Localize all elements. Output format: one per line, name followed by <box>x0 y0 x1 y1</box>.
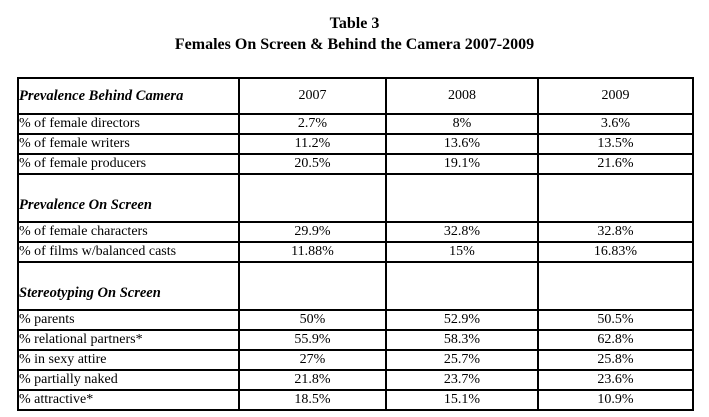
value-cell-2009: 62.8% <box>537 329 694 351</box>
value-cell-2009: 13.5% <box>537 133 694 155</box>
row-label-cell: % parents <box>17 309 240 331</box>
value-cell-2009: 25.8% <box>537 349 694 371</box>
value-cell-2008: 15% <box>385 241 539 263</box>
empty-cell <box>238 173 387 223</box>
value-cell-2007: 18.5% <box>238 389 387 411</box>
value-cell-2009: 16.83% <box>537 241 694 263</box>
value-cell-2007: 11.2% <box>238 133 387 155</box>
row-label-cell: % of female producers <box>17 153 240 175</box>
header-year-2007: 2007 <box>238 77 387 115</box>
table-title-line2: Females On Screen & Behind the Camera 20… <box>174 36 535 53</box>
header-label-cell: Prevalence Behind Camera <box>17 77 240 115</box>
table-header-row: Prevalence Behind Camera 2007 2008 2009 <box>17 77 694 115</box>
value-cell-2007: 55.9% <box>238 329 387 351</box>
section-row-stereotyping-on-screen: Stereotyping On Screen <box>17 261 694 311</box>
row-label-cell: % partially naked <box>17 369 240 391</box>
row-label-cell: % of female writers <box>17 133 240 155</box>
value-cell-2009: 23.6% <box>537 369 694 391</box>
table-title-line1: Table 3 <box>329 15 380 32</box>
table-row-female-writers: % of female writers 11.2% 13.6% 13.5% <box>17 133 694 155</box>
value-cell-2007: 21.8% <box>238 369 387 391</box>
value-cell-2007: 20.5% <box>238 153 387 175</box>
empty-cell <box>385 173 539 223</box>
value-cell-2008: 52.9% <box>385 309 539 331</box>
value-cell-2008: 25.7% <box>385 349 539 371</box>
section-label-cell: Prevalence On Screen <box>17 173 240 223</box>
table-row-parents: % parents 50% 52.9% 50.5% <box>17 309 694 331</box>
empty-cell <box>385 261 539 311</box>
value-cell-2008: 13.6% <box>385 133 539 155</box>
table-row-relational-partners: % relational partners* 55.9% 58.3% 62.8% <box>17 329 694 351</box>
value-cell-2008: 23.7% <box>385 369 539 391</box>
row-label-cell: % in sexy attire <box>17 349 240 371</box>
value-cell-2009: 3.6% <box>537 113 694 135</box>
table-row-female-characters: % of female characters 29.9% 32.8% 32.8% <box>17 221 694 243</box>
value-cell-2009: 10.9% <box>537 389 694 411</box>
table-row-female-producers: % of female producers 20.5% 19.1% 21.6% <box>17 153 694 175</box>
value-cell-2008: 32.8% <box>385 221 539 243</box>
empty-cell <box>238 261 387 311</box>
row-label-cell: % of female characters <box>17 221 240 243</box>
value-cell-2008: 58.3% <box>385 329 539 351</box>
value-cell-2007: 29.9% <box>238 221 387 243</box>
value-cell-2009: 21.6% <box>537 153 694 175</box>
value-cell-2008: 15.1% <box>385 389 539 411</box>
row-label-cell: % attractive* <box>17 389 240 411</box>
value-cell-2007: 2.7% <box>238 113 387 135</box>
females-statistics-table: Prevalence Behind Camera 2007 2008 2009 … <box>17 77 694 411</box>
empty-cell <box>537 261 694 311</box>
value-cell-2007: 27% <box>238 349 387 371</box>
empty-cell <box>537 173 694 223</box>
value-cell-2008: 19.1% <box>385 153 539 175</box>
row-label-cell: % of female directors <box>17 113 240 135</box>
value-cell-2008: 8% <box>385 113 539 135</box>
value-cell-2007: 50% <box>238 309 387 331</box>
header-year-2008: 2008 <box>385 77 539 115</box>
header-year-2009: 2009 <box>537 77 694 115</box>
table-title: Table 3 Females On Screen & Behind the C… <box>0 0 709 55</box>
row-label-cell: % relational partners* <box>17 329 240 351</box>
value-cell-2007: 11.88% <box>238 241 387 263</box>
table-row-attractive: % attractive* 18.5% 15.1% 10.9% <box>17 389 694 411</box>
table-row-partially-naked: % partially naked 21.8% 23.7% 23.6% <box>17 369 694 391</box>
value-cell-2009: 50.5% <box>537 309 694 331</box>
table-row-sexy-attire: % in sexy attire 27% 25.7% 25.8% <box>17 349 694 371</box>
row-label-cell: % of films w/balanced casts <box>17 241 240 263</box>
section-label-cell: Stereotyping On Screen <box>17 261 240 311</box>
section-row-prevalence-on-screen: Prevalence On Screen <box>17 173 694 223</box>
table-row-balanced-casts: % of films w/balanced casts 11.88% 15% 1… <box>17 241 694 263</box>
value-cell-2009: 32.8% <box>537 221 694 243</box>
table-row-female-directors: % of female directors 2.7% 8% 3.6% <box>17 113 694 135</box>
